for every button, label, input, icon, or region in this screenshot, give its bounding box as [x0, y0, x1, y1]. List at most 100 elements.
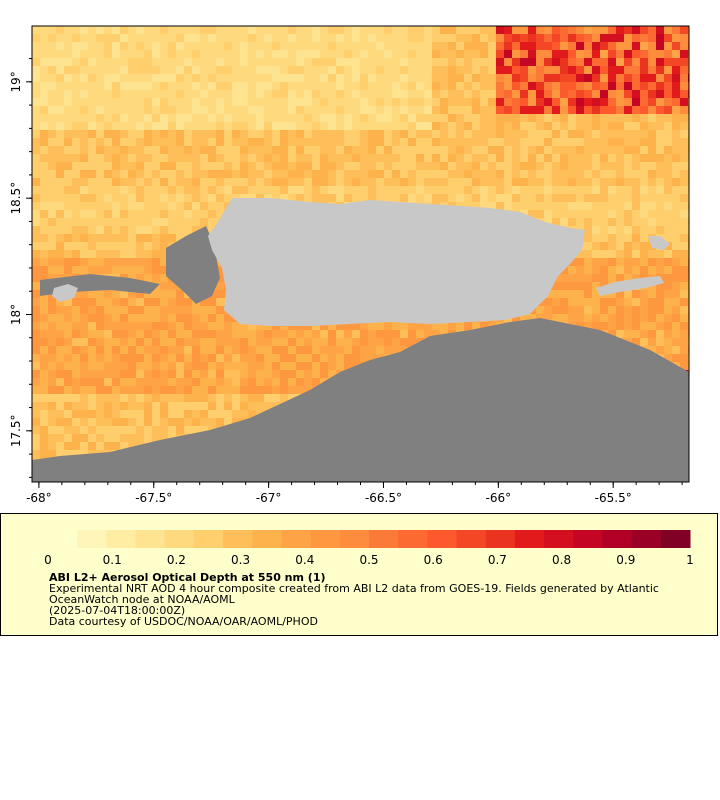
aod-cell — [448, 146, 456, 154]
aod-cell — [600, 274, 608, 282]
aod-cell — [112, 290, 120, 298]
aod-cell — [376, 26, 384, 34]
aod-cell — [480, 50, 488, 58]
aod-cell — [376, 122, 384, 130]
aod-cell — [656, 258, 664, 266]
aod-cell — [144, 34, 152, 42]
aod-cell — [72, 170, 80, 178]
aod-cell — [544, 42, 552, 50]
aod-cell — [320, 42, 328, 50]
aod-cell — [616, 242, 624, 250]
aod-cell — [336, 98, 344, 106]
aod-cell — [304, 50, 312, 58]
aod-cell — [512, 130, 520, 138]
aod-cell — [304, 186, 312, 194]
aod-cell — [176, 50, 184, 58]
aod-cell — [32, 122, 40, 130]
aod-cell — [552, 130, 560, 138]
aod-cell — [408, 330, 416, 338]
aod-cell — [120, 50, 128, 58]
aod-cell — [136, 82, 144, 90]
aod-cell — [360, 74, 368, 82]
aod-cell — [48, 82, 56, 90]
aod-cell — [40, 330, 48, 338]
aod-cell — [200, 410, 208, 418]
aod-cell — [216, 58, 224, 66]
aod-cell — [344, 330, 352, 338]
aod-cell — [200, 42, 208, 50]
aod-cell — [128, 370, 136, 378]
aod-cell — [48, 274, 56, 282]
aod-cell — [472, 138, 480, 146]
aod-cell — [176, 418, 184, 426]
aod-cell — [208, 122, 216, 130]
aod-cell — [104, 130, 112, 138]
aod-cell — [216, 34, 224, 42]
aod-cell — [552, 178, 560, 186]
aod-cell — [216, 378, 224, 386]
aod-cell — [576, 82, 584, 90]
aod-cell — [144, 426, 152, 434]
aod-cell — [120, 314, 128, 322]
aod-cell — [160, 202, 168, 210]
aod-cell — [88, 50, 96, 58]
aod-cell — [632, 266, 640, 274]
aod-cell — [464, 130, 472, 138]
aod-cell — [288, 194, 296, 202]
aod-cell — [408, 82, 416, 90]
aod-cell — [192, 402, 200, 410]
colorbar-min-label: 0 — [44, 553, 52, 567]
aod-cell — [96, 98, 104, 106]
aod-cell — [576, 258, 584, 266]
aod-cell — [280, 346, 288, 354]
aod-cell — [160, 338, 168, 346]
aod-cell — [96, 178, 104, 186]
aod-cell — [112, 362, 120, 370]
aod-cell — [152, 210, 160, 218]
aod-cell — [624, 42, 632, 50]
aod-cell — [56, 218, 64, 226]
aod-cell — [160, 434, 168, 442]
aod-cell — [144, 130, 152, 138]
aod-cell — [352, 106, 360, 114]
aod-cell — [72, 362, 80, 370]
aod-cell — [624, 186, 632, 194]
aod-cell — [216, 306, 224, 314]
aod-cell — [200, 154, 208, 162]
aod-cell — [536, 74, 544, 82]
aod-cell — [136, 154, 144, 162]
aod-cell — [104, 98, 112, 106]
aod-cell — [88, 298, 96, 306]
aod-cell — [520, 202, 528, 210]
aod-cell — [224, 410, 232, 418]
aod-cell — [528, 50, 536, 58]
aod-cell — [336, 50, 344, 58]
aod-cell — [592, 194, 600, 202]
aod-cell — [224, 114, 232, 122]
aod-cell — [376, 346, 384, 354]
aod-cell — [384, 106, 392, 114]
aod-cell — [408, 50, 416, 58]
aod-cell — [640, 154, 648, 162]
aod-cell — [656, 226, 664, 234]
aod-cell — [352, 146, 360, 154]
aod-cell — [240, 26, 248, 34]
aod-cell — [112, 394, 120, 402]
aod-cell — [48, 122, 56, 130]
aod-cell — [176, 354, 184, 362]
aod-cell — [280, 122, 288, 130]
aod-cell — [344, 170, 352, 178]
aod-cell — [312, 354, 320, 362]
aod-cell — [616, 66, 624, 74]
aod-cell — [248, 74, 256, 82]
aod-cell — [360, 82, 368, 90]
aod-cell — [616, 234, 624, 242]
aod-cell — [176, 42, 184, 50]
aod-cell — [520, 50, 528, 58]
aod-cell — [576, 130, 584, 138]
aod-cell — [104, 66, 112, 74]
aod-cell — [456, 90, 464, 98]
aod-cell — [160, 426, 168, 434]
aod-cell — [544, 82, 552, 90]
aod-cell — [72, 98, 80, 106]
